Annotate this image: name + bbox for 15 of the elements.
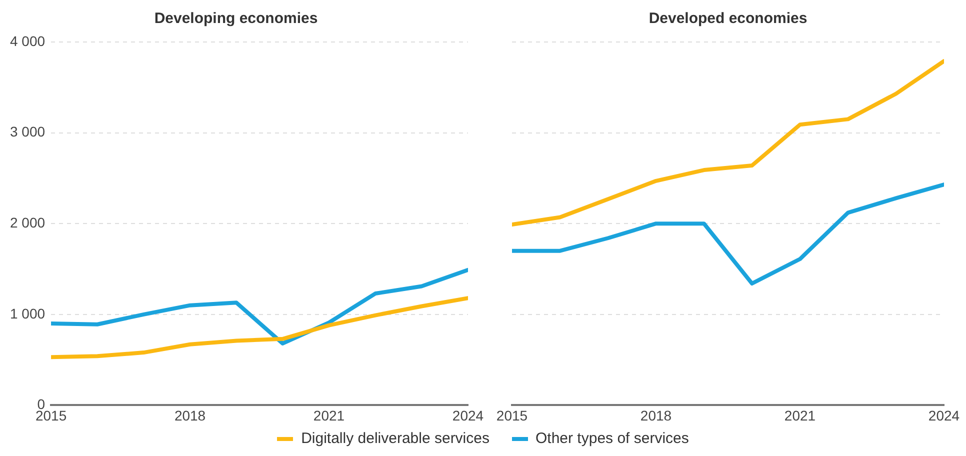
legend-label: Digitally deliverable services: [301, 430, 490, 447]
y-tick-label: 3 000: [10, 124, 46, 140]
x-tick-label: 2021: [313, 407, 345, 424]
x-tick-label: 2018: [174, 407, 206, 424]
x-tick-label: 2018: [640, 407, 672, 424]
x-tick-label: 2015: [496, 407, 528, 424]
y-tick-label: 2 000: [10, 214, 46, 230]
legend-label: Other types of services: [536, 430, 689, 447]
y-tick-label: 4 000: [10, 32, 46, 49]
chart-title: Developed economies: [648, 10, 808, 28]
x-tick-label: 2024: [452, 407, 484, 424]
x-tick-label: 2024: [928, 407, 960, 424]
x-tick-label: 2021: [784, 407, 816, 424]
y-tick-label: 1 000: [10, 305, 46, 322]
chart-title: Developing economies: [154, 10, 318, 28]
